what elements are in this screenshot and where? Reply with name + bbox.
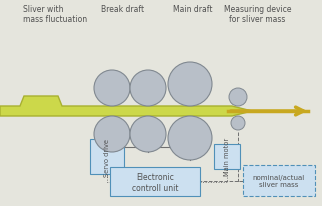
Circle shape	[229, 89, 247, 107]
Text: Measuring device
for sliver mass: Measuring device for sliver mass	[224, 5, 291, 24]
Circle shape	[130, 71, 166, 107]
Circle shape	[94, 71, 130, 107]
Circle shape	[94, 116, 130, 152]
FancyBboxPatch shape	[110, 167, 200, 196]
Text: Main motor: Main motor	[224, 137, 230, 175]
Polygon shape	[0, 97, 252, 116]
Circle shape	[168, 63, 212, 107]
FancyBboxPatch shape	[214, 144, 240, 169]
Circle shape	[130, 116, 166, 152]
Text: Servo drive: Servo drive	[104, 138, 110, 176]
FancyBboxPatch shape	[243, 165, 315, 196]
Text: Main draft: Main draft	[174, 5, 213, 14]
Text: Sliver with
mass fluctuation: Sliver with mass fluctuation	[23, 5, 87, 24]
FancyBboxPatch shape	[90, 139, 124, 174]
Circle shape	[168, 116, 212, 160]
Text: nominal/actual
sliver mass: nominal/actual sliver mass	[253, 175, 305, 188]
Circle shape	[231, 116, 245, 130]
Text: Electronic
controll unit: Electronic controll unit	[132, 172, 178, 192]
Text: Break draft: Break draft	[101, 5, 144, 14]
